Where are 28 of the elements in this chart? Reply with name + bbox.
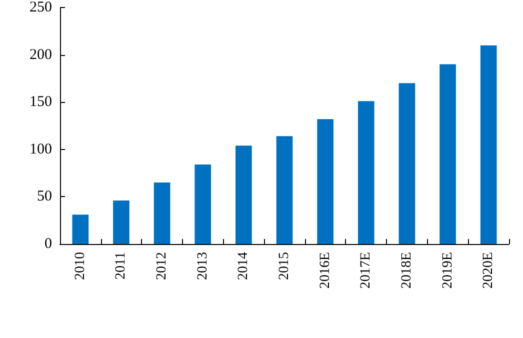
x-tick-label: 2010 bbox=[72, 252, 88, 280]
bar bbox=[72, 214, 89, 244]
bar bbox=[358, 101, 374, 244]
bar bbox=[154, 182, 170, 244]
x-tick-label: 2019E bbox=[440, 252, 456, 289]
x-tick-label: 2020E bbox=[481, 252, 496, 289]
y-tick-label: 0 bbox=[44, 236, 52, 252]
bar bbox=[194, 164, 212, 244]
bar bbox=[276, 136, 293, 244]
x-tick-label: 2012 bbox=[154, 252, 170, 280]
x-tick-label: 2013 bbox=[195, 252, 210, 280]
y-tick-label: 50 bbox=[37, 188, 52, 205]
bar bbox=[236, 146, 252, 244]
bar bbox=[480, 45, 497, 244]
x-tick-label: 2015 bbox=[277, 252, 292, 280]
x-tick-label: 2016E bbox=[318, 252, 333, 289]
x-tick-label: 2018E bbox=[399, 252, 414, 289]
bar bbox=[440, 64, 456, 244]
y-tick-label: 250 bbox=[30, 0, 52, 16]
x-tick-label: 2011 bbox=[114, 252, 129, 280]
y-tick-label: 150 bbox=[30, 94, 52, 110]
x-tick-label: 2017E bbox=[358, 252, 374, 289]
bar bbox=[317, 119, 334, 244]
x-tick-label: 2014 bbox=[236, 252, 252, 280]
y-tick-label: 100 bbox=[30, 141, 52, 158]
y-tick-label: 200 bbox=[30, 46, 52, 63]
bar bbox=[113, 200, 130, 244]
bar bbox=[398, 83, 416, 244]
